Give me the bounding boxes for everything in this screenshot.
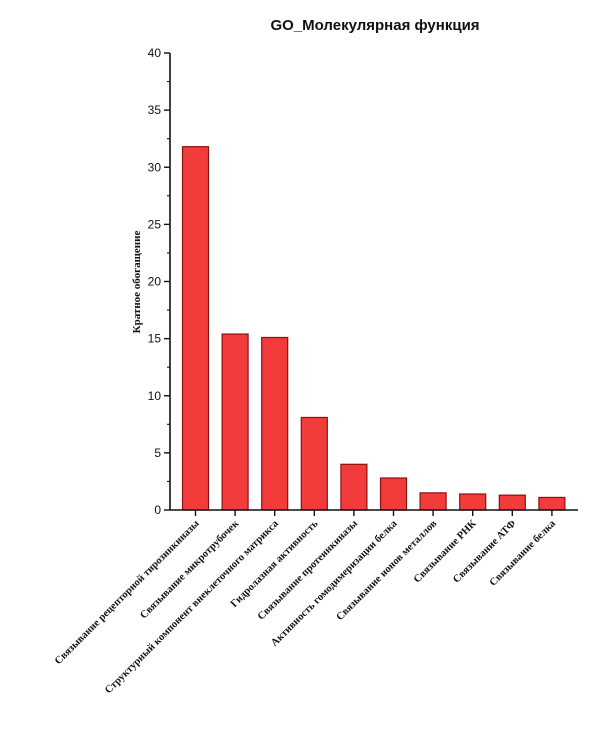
y-axis-label: Кратное обогащение (131, 231, 143, 334)
bar-2 (221, 333, 249, 511)
x-tick-label: Структурный компонент внеклеточного матр… (103, 518, 281, 696)
bar-4 (300, 416, 328, 511)
y-tick-label: 20 (148, 275, 162, 289)
x-ticks-group: Связывание рецепторной тирозинкиназы Связ… (53, 510, 559, 696)
x-tick-label: Связывание рецепторной тирозинкиназы (53, 518, 202, 667)
bar-1 (181, 146, 210, 511)
y-tick-label: 0 (154, 503, 161, 517)
bar-9 (498, 494, 526, 511)
x-tick-label: Связывание белка (488, 518, 559, 589)
y-tick-label: 15 (148, 332, 162, 346)
bar-8 (459, 493, 487, 511)
y-tick-label: 35 (148, 103, 162, 117)
bar-6 (379, 477, 408, 511)
y-tick-label: 10 (148, 389, 162, 403)
bars-group (181, 146, 566, 511)
y-tick-label: 30 (148, 160, 162, 174)
bar-3 (261, 336, 289, 511)
y-tick-label: 25 (148, 217, 162, 231)
y-ticks-group: 0 5 10 15 20 25 30 35 40 (148, 46, 170, 517)
chart-title: GO_Молекулярная функция (270, 17, 479, 34)
bar-5 (340, 463, 368, 511)
bar-10 (538, 496, 566, 511)
y-tick-label: 5 (154, 446, 161, 460)
y-tick-label: 40 (148, 46, 162, 60)
bar-7 (419, 492, 447, 511)
